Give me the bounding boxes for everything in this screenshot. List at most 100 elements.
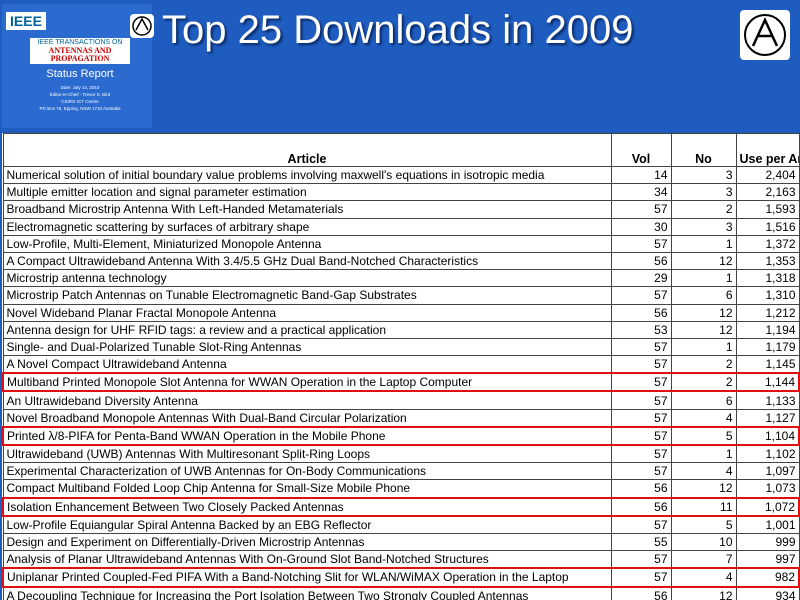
- table-row: Single- and Dual-Polarized Tunable Slot-…: [2, 337, 800, 357]
- ieee-logo: IEEE: [6, 12, 46, 30]
- article-cell: Isolation Enhancement Between Two Closel…: [2, 496, 612, 517]
- number-cell: 4: [670, 462, 737, 481]
- number-cell: 2: [670, 200, 737, 219]
- journal-box: IEEE TRANSACTIONS ON ANTENNAS AND PROPAG…: [30, 38, 130, 64]
- number-cell: 6: [670, 286, 737, 305]
- number-cell: 1: [670, 444, 737, 464]
- article-cell: A Decoupling Technique for Increasing th…: [2, 586, 612, 600]
- number-cell: 1,072: [735, 496, 800, 517]
- article-cell: Low-Profile, Multi-Element, Miniaturized…: [2, 234, 612, 253]
- table-row: A Compact Ultrawideband Antenna With 3.4…: [2, 251, 800, 271]
- detail-line: Editor-in-Chief - Trevor S. Bird: [49, 92, 111, 97]
- number-cell: 30: [610, 217, 672, 236]
- number-cell: 29: [610, 269, 672, 288]
- number-cell: 2,163: [735, 183, 800, 202]
- slide-title: Top 25 Downloads in 2009: [162, 8, 634, 52]
- table-row: A Decoupling Technique for Increasing th…: [2, 586, 800, 600]
- number-cell: 1: [670, 269, 737, 288]
- table-row: Antenna design for UHF RFID tags: a revi…: [2, 320, 800, 339]
- detail-line: CSIRO ICT Centre: [61, 99, 99, 104]
- number-cell: 57: [610, 444, 672, 464]
- table-row: Multiple emitter location and signal par…: [2, 183, 800, 202]
- number-cell: 34: [610, 183, 672, 202]
- number-cell: 1,318: [735, 269, 800, 288]
- number-cell: 57: [610, 550, 672, 569]
- number-cell: 57: [610, 462, 672, 481]
- article-cell: Novel Wideband Planar Fractal Monopole A…: [2, 303, 612, 322]
- number-cell: 3: [670, 183, 737, 202]
- number-cell: 14: [610, 165, 672, 185]
- number-cell: 1: [670, 337, 737, 357]
- number-cell: 57: [610, 286, 672, 305]
- article-cell: Uniplanar Printed Coupled-Fed PIFA With …: [2, 567, 612, 588]
- number-cell: 982: [735, 567, 800, 588]
- article-cell: Broadband Microstrip Antenna With Left-H…: [2, 200, 612, 219]
- report-label: Status Report: [46, 68, 114, 80]
- number-cell: 1,127: [735, 408, 800, 428]
- table-row: Broadband Microstrip Antenna With Left-H…: [2, 200, 800, 219]
- number-cell: 57: [610, 390, 672, 410]
- table-row: Electromagnetic scattering by surfaces o…: [2, 217, 800, 236]
- number-cell: 1,353: [735, 251, 800, 271]
- number-cell: 10: [670, 532, 737, 552]
- number-cell: 1,102: [735, 444, 800, 464]
- table-row: Microstrip Patch Antennas on Tunable Ele…: [2, 286, 800, 305]
- table-row: Numerical solution of initial boundary v…: [2, 165, 800, 185]
- journal-logo: IEEE IEEE TRANSACTIONS ON ANTENNAS AND P…: [2, 4, 152, 128]
- number-cell: 53: [610, 320, 672, 339]
- detail-line: Date: July 14, 2010: [60, 85, 100, 90]
- number-cell: 56: [610, 303, 672, 322]
- number-cell: 4: [670, 408, 737, 428]
- table-row: Uniplanar Printed Coupled-Fed PIFA With …: [2, 567, 800, 588]
- number-cell: 57: [610, 372, 672, 393]
- number-cell: 1,372: [735, 234, 800, 253]
- journal-prefix: IEEE TRANSACTIONS ON: [37, 39, 123, 46]
- number-cell: 3: [670, 165, 737, 185]
- number-cell: 2: [670, 372, 737, 393]
- table-row: Experimental Characterization of UWB Ant…: [2, 462, 800, 481]
- article-cell: Design and Experiment on Differentially-…: [2, 532, 612, 552]
- table-row: Low-Profile Equiangular Spiral Antenna B…: [2, 515, 800, 534]
- table-row: Novel Broadband Monopole Antennas With D…: [2, 408, 800, 428]
- number-cell: 56: [610, 586, 672, 600]
- article-cell: Experimental Characterization of UWB Ant…: [2, 462, 612, 481]
- article-cell: Antenna design for UHF RFID tags: a revi…: [2, 320, 612, 339]
- number-cell: 1,310: [735, 286, 800, 305]
- table-row: Printed λ/8-PIFA for Penta-Band WWAN Ope…: [2, 425, 800, 447]
- article-cell: A Novel Compact Ultrawideband Antenna: [2, 355, 612, 374]
- table-row: An Ultrawideband Diversity Antenna 57 6 1,1…: [2, 390, 800, 410]
- number-cell: 11: [670, 496, 737, 517]
- table-row: Design and Experiment on Differentially-…: [2, 532, 800, 552]
- number-cell: 57: [610, 425, 672, 447]
- column-header: Use per Article: [735, 133, 800, 167]
- column-header: No: [670, 133, 737, 167]
- column-header: Vol: [610, 133, 672, 167]
- article-cell: Single- and Dual-Polarized Tunable Slot-…: [2, 337, 612, 357]
- number-cell: 1,194: [735, 320, 800, 339]
- number-cell: 1,001: [735, 515, 800, 534]
- number-cell: 934: [735, 586, 800, 600]
- article-cell: Multiband Printed Monopole Slot Antenna …: [2, 372, 612, 393]
- number-cell: 57: [610, 337, 672, 357]
- table-row: Microstrip antenna technology 29 1 1,318: [2, 269, 800, 288]
- aps-logo: [740, 10, 790, 60]
- number-cell: 6: [670, 390, 737, 410]
- table-row: Low-Profile, Multi-Element, Miniaturized…: [2, 234, 800, 253]
- number-cell: 55: [610, 532, 672, 552]
- number-cell: 1,144: [735, 372, 800, 393]
- journal-name: PROPAGATION: [50, 54, 110, 63]
- number-cell: 2,404: [735, 165, 800, 185]
- number-cell: 12: [670, 320, 737, 339]
- article-cell: Low-Profile Equiangular Spiral Antenna B…: [2, 515, 612, 534]
- article-cell: Printed λ/8-PIFA for Penta-Band WWAN Ope…: [2, 425, 612, 447]
- article-cell: Electromagnetic scattering by surfaces o…: [2, 217, 612, 236]
- number-cell: 1,097: [735, 462, 800, 481]
- table-body: Numerical solution of initial boundary v…: [2, 165, 800, 600]
- article-cell: Ultrawideband (UWB) Antennas With Multir…: [2, 444, 612, 464]
- number-cell: 1,145: [735, 355, 800, 374]
- journal-name: ANTENNAS AND: [48, 46, 112, 55]
- number-cell: 57: [610, 200, 672, 219]
- report-details: Date: July 14, 2010 Editor-in-Chief - Tre…: [30, 84, 130, 112]
